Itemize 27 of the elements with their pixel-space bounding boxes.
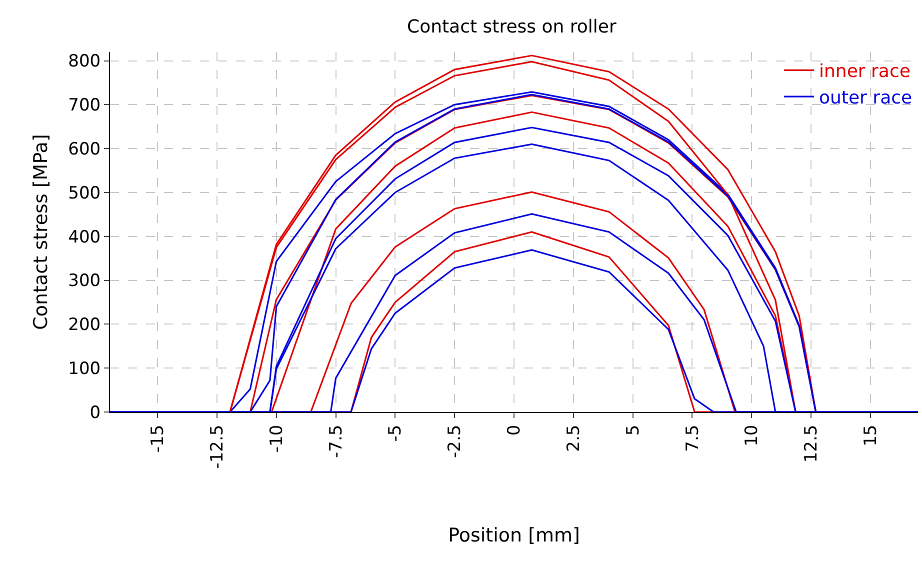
y-tick-label: 600 bbox=[68, 140, 101, 160]
chart-title: Contact stress on roller bbox=[407, 16, 617, 38]
y-tick-label: 200 bbox=[68, 315, 101, 336]
x-tick-label: -12.5 bbox=[207, 424, 228, 469]
x-tick-label: 7.5 bbox=[682, 424, 703, 452]
x-tick-label: 5 bbox=[623, 424, 644, 436]
y-tick-label: 300 bbox=[68, 271, 101, 292]
legend-label: outer race bbox=[819, 88, 912, 109]
x-tick-label: -15 bbox=[148, 424, 168, 453]
legend-label: inner race bbox=[819, 61, 910, 82]
x-tick-label: -5 bbox=[386, 424, 406, 442]
x-axis-title: Position [mm] bbox=[448, 524, 580, 547]
y-tick-label: 500 bbox=[68, 183, 101, 204]
y-tick-label: 100 bbox=[68, 359, 101, 380]
x-tick-label: -10 bbox=[266, 424, 287, 453]
x-tick-label: 2.5 bbox=[564, 424, 584, 452]
x-tick-label: -2.5 bbox=[445, 424, 466, 458]
y-tick-label: 700 bbox=[68, 96, 101, 116]
y-tick-label: 400 bbox=[68, 227, 101, 248]
x-tick-label: 10 bbox=[742, 424, 762, 446]
y-tick-label: 800 bbox=[68, 52, 101, 72]
x-tick-label: -7.5 bbox=[326, 424, 346, 458]
x-tick-label: 15 bbox=[860, 424, 881, 446]
y-tick-label: 0 bbox=[90, 402, 101, 423]
x-tick-label: 12.5 bbox=[802, 424, 822, 463]
x-tick-label: 0 bbox=[504, 424, 525, 436]
y-axis-title: Contact stress [MPa] bbox=[30, 134, 52, 330]
